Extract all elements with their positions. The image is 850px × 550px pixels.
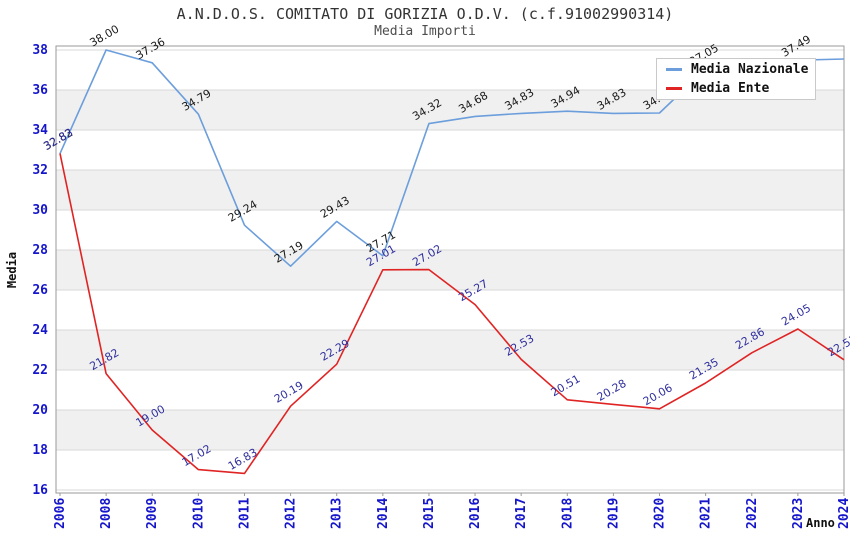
x-tick-label: 2018 — [560, 498, 575, 529]
y-tick-label: 22 — [32, 363, 48, 378]
band — [56, 170, 844, 210]
x-tick-label: 2010 — [191, 498, 206, 529]
x-tick-label: 2009 — [145, 498, 160, 529]
x-tick-label: 2024 — [837, 498, 850, 529]
legend-item-media-ente: Media Ente — [666, 81, 815, 97]
legend-label-media-nazionale: Media Nazionale — [691, 62, 809, 77]
x-tick-label: 2011 — [237, 498, 252, 529]
x-tick-label: 2012 — [284, 498, 299, 529]
y-tick-label: 16 — [32, 483, 48, 498]
legend-item-media-nazionale: Media Nazionale — [666, 62, 815, 78]
legend-label-media-ente: Media Ente — [691, 81, 770, 96]
x-tick-label: 2006 — [53, 498, 68, 529]
point-label: 20.51 — [549, 372, 583, 399]
x-tick-label: 2021 — [699, 498, 714, 529]
point-label: 38.00 — [87, 22, 121, 49]
band — [56, 330, 844, 370]
x-tick-label: 2022 — [745, 498, 760, 529]
y-tick-label: 24 — [32, 323, 48, 338]
x-tick-label: 2019 — [606, 498, 621, 529]
y-tick-label: 28 — [32, 243, 48, 258]
x-tick-label: 2020 — [653, 498, 668, 529]
x-tick-label: 2014 — [376, 498, 391, 529]
legend-line-marker-nazionale-icon — [666, 68, 682, 71]
x-tick-label: 2017 — [514, 498, 529, 529]
chart-title: A.N.D.O.S. COMITATO DI GORIZIA O.D.V. (c… — [176, 5, 674, 23]
point-label: 37.36 — [134, 35, 168, 62]
y-tick-label: 38 — [32, 43, 48, 58]
x-tick-label: 2013 — [330, 498, 345, 529]
y-tick-label: 32 — [32, 163, 48, 178]
y-tick-label: 34 — [32, 123, 48, 138]
legend-line-marker-ente-icon — [666, 87, 682, 90]
x-tick-label: 2023 — [791, 498, 806, 529]
chart-subtitle: Media Importi — [374, 24, 476, 39]
series-line-media-ente — [59, 153, 845, 475]
y-tick-label: 26 — [32, 283, 48, 298]
point-label: 24.05 — [779, 301, 813, 328]
y-tick-label: 18 — [32, 443, 48, 458]
point-label: 20.19 — [272, 379, 306, 406]
y-tick-label: 36 — [32, 83, 48, 98]
y-tick-label: 30 — [32, 203, 48, 218]
x-tick-label: 2015 — [422, 498, 437, 529]
legend: Media Nazionale Media Ente — [656, 58, 816, 100]
point-label: 20.06 — [641, 381, 675, 408]
plot-border — [55, 45, 845, 494]
x-axis-title: Anno — [806, 516, 835, 530]
x-tick-label: 2016 — [468, 498, 483, 529]
y-tick-label: 20 — [32, 403, 48, 418]
point-label: 20.28 — [595, 377, 629, 404]
y-axis-title: Media — [5, 252, 19, 288]
x-tick-label: 2008 — [99, 498, 114, 529]
band — [56, 410, 844, 450]
point-label: 37.49 — [779, 33, 813, 60]
band — [56, 250, 844, 290]
